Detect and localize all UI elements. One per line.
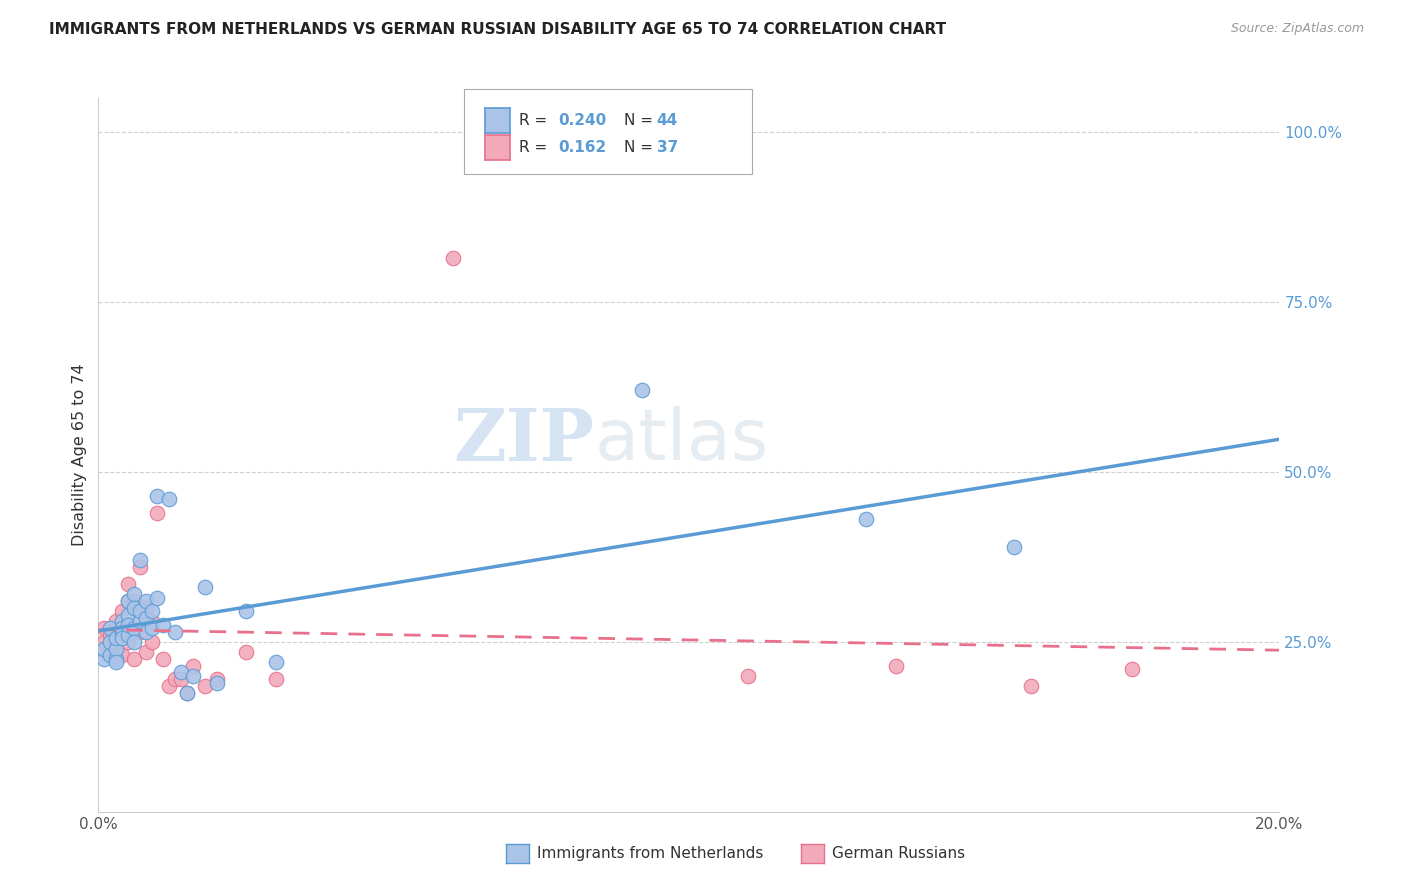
Point bbox=[117, 577, 139, 591]
Point bbox=[117, 617, 139, 632]
Text: IMMIGRANTS FROM NETHERLANDS VS GERMAN RUSSIAN DISABILITY AGE 65 TO 74 CORRELATIO: IMMIGRANTS FROM NETHERLANDS VS GERMAN RU… bbox=[49, 22, 946, 37]
Text: Source: ZipAtlas.com: Source: ZipAtlas.com bbox=[1230, 22, 1364, 36]
Point bbox=[93, 641, 115, 656]
Point bbox=[181, 669, 204, 683]
Point bbox=[105, 655, 128, 669]
Point bbox=[117, 594, 139, 608]
Point bbox=[630, 384, 652, 398]
Point bbox=[165, 672, 187, 686]
Point bbox=[146, 489, 169, 503]
Point bbox=[111, 621, 134, 635]
Text: R =: R = bbox=[519, 140, 557, 154]
Text: 37: 37 bbox=[657, 140, 678, 154]
Point bbox=[122, 594, 145, 608]
Point bbox=[98, 648, 121, 663]
Point bbox=[264, 655, 287, 669]
Point bbox=[111, 624, 134, 639]
Point bbox=[205, 675, 228, 690]
Text: N =: N = bbox=[624, 140, 658, 154]
Text: 44: 44 bbox=[657, 113, 678, 128]
Text: N =: N = bbox=[624, 113, 658, 128]
Point bbox=[128, 553, 150, 567]
Point bbox=[135, 624, 157, 639]
Text: 0.240: 0.240 bbox=[558, 113, 606, 128]
Point bbox=[152, 617, 174, 632]
Point bbox=[157, 492, 180, 507]
Point bbox=[135, 611, 157, 625]
Point bbox=[441, 251, 464, 265]
Point bbox=[98, 628, 121, 642]
Point bbox=[93, 635, 115, 649]
Point bbox=[146, 506, 169, 520]
Point bbox=[135, 594, 157, 608]
Point bbox=[170, 665, 193, 680]
Y-axis label: Disability Age 65 to 74: Disability Age 65 to 74 bbox=[72, 364, 87, 546]
Point bbox=[111, 648, 134, 663]
Point bbox=[93, 652, 115, 666]
Point bbox=[176, 686, 198, 700]
Point bbox=[146, 591, 169, 605]
Point bbox=[122, 600, 145, 615]
Point bbox=[165, 624, 187, 639]
Point bbox=[128, 615, 150, 629]
Point bbox=[128, 560, 150, 574]
Point bbox=[194, 581, 217, 595]
Point bbox=[98, 621, 121, 635]
Point bbox=[1021, 679, 1043, 693]
Point bbox=[93, 621, 115, 635]
Text: atlas: atlas bbox=[595, 406, 769, 475]
Point bbox=[122, 635, 145, 649]
Point bbox=[111, 604, 134, 618]
Point bbox=[98, 635, 121, 649]
Point bbox=[135, 600, 157, 615]
Point bbox=[181, 658, 204, 673]
Point bbox=[111, 632, 134, 646]
Point bbox=[884, 658, 907, 673]
Point bbox=[111, 621, 134, 635]
Point bbox=[128, 624, 150, 639]
Point bbox=[122, 587, 145, 601]
Text: German Russians: German Russians bbox=[832, 847, 966, 861]
Point bbox=[141, 621, 163, 635]
Point bbox=[737, 669, 759, 683]
Point bbox=[117, 594, 139, 608]
Point bbox=[141, 615, 163, 629]
Point bbox=[122, 652, 145, 666]
Point bbox=[205, 672, 228, 686]
Point bbox=[105, 652, 128, 666]
Point bbox=[117, 635, 139, 649]
Text: 0.162: 0.162 bbox=[558, 140, 606, 154]
Point bbox=[176, 686, 198, 700]
Point bbox=[122, 621, 145, 635]
Point bbox=[141, 604, 163, 618]
Point bbox=[1121, 662, 1143, 676]
Point bbox=[117, 628, 139, 642]
Point bbox=[105, 641, 128, 656]
Point bbox=[105, 628, 128, 642]
Point bbox=[135, 645, 157, 659]
Point bbox=[264, 672, 287, 686]
Point bbox=[1002, 540, 1025, 554]
Text: R =: R = bbox=[519, 113, 553, 128]
Text: ZIP: ZIP bbox=[454, 405, 595, 476]
Point bbox=[98, 648, 121, 663]
Point bbox=[111, 615, 134, 629]
Point bbox=[855, 512, 877, 526]
Point bbox=[194, 679, 217, 693]
Point bbox=[235, 604, 257, 618]
Text: Immigrants from Netherlands: Immigrants from Netherlands bbox=[537, 847, 763, 861]
Point bbox=[105, 615, 128, 629]
Point bbox=[157, 679, 180, 693]
Point bbox=[141, 635, 163, 649]
Point bbox=[152, 652, 174, 666]
Point bbox=[105, 638, 128, 652]
Point bbox=[235, 645, 257, 659]
Point bbox=[105, 632, 128, 646]
Point bbox=[170, 672, 193, 686]
Point bbox=[117, 607, 139, 622]
Point bbox=[128, 604, 150, 618]
